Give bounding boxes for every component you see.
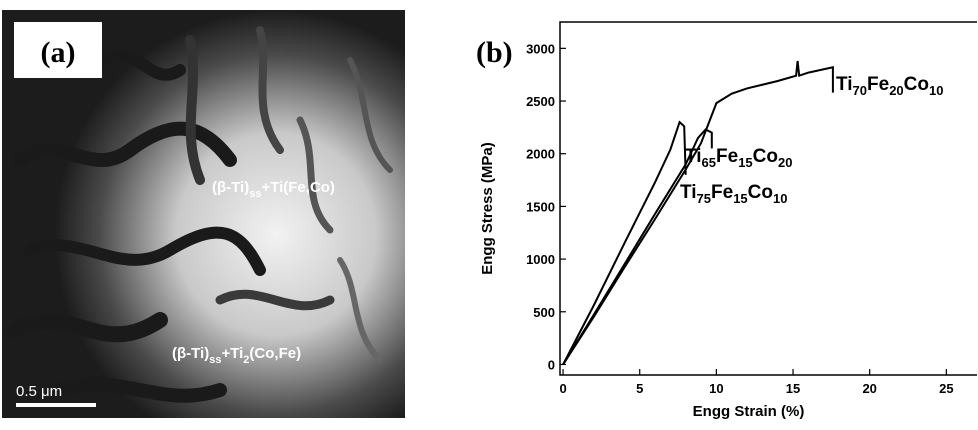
x-axis-label: Engg Strain (%) [693, 403, 805, 420]
curve-label: Ti75Fe15Co10 [680, 182, 787, 206]
x-tick-label: 15 [786, 381, 800, 396]
text-part: Ti [836, 74, 853, 95]
text-part: 10 [929, 83, 943, 98]
phase-label: (β-Ti)ss+Ti2(Co,Fe) [172, 345, 301, 366]
panel-label: (a) [41, 36, 76, 69]
text-part: 15 [738, 155, 752, 170]
text-part: Co [904, 74, 929, 95]
chart: (b) 0 5 10 15 20 25 0 500 1000 1500 2000 2500 3000 Eng… [476, 21, 977, 420]
text-part: (β-Ti) [172, 345, 209, 362]
curve-label: Ti65Fe15Co20 [685, 146, 792, 170]
y-tick-label: 0 [548, 357, 555, 372]
x-tick-label: 5 [636, 381, 643, 396]
text-part: 75 [697, 191, 711, 206]
text-part: +Ti(Fe,Co) [261, 179, 334, 196]
label-box [14, 22, 102, 78]
text-part: Ti [680, 182, 697, 203]
text-part: Fe [711, 182, 733, 203]
x-tick-label: 20 [862, 381, 876, 396]
panel-label: (b) [476, 36, 513, 69]
y-tick-label: 3000 [526, 41, 555, 56]
text-part: Ti [685, 146, 702, 167]
y-axis-label: Engg Stress (MPa) [479, 142, 496, 275]
text-part: (β-Ti) [212, 179, 249, 196]
text-part: Co [753, 146, 778, 167]
text-part: 20 [778, 155, 792, 170]
axes-frame [559, 21, 977, 376]
scale-bar-label: 0.5 μm [16, 383, 62, 400]
text-part: Fe [716, 146, 738, 167]
x-tick-label: 0 [559, 381, 566, 396]
text-part: Co [748, 182, 773, 203]
stress-strain-curve [562, 120, 687, 365]
curve-label: Ti70Fe20Co10 [836, 74, 943, 98]
micrograph: (a) (β-Ti)ss+Ti(Fe,Co) (β-Ti)ss+Ti2(Co,F… [2, 10, 405, 418]
y-tick-label: 500 [533, 305, 555, 320]
y-tick-label: 2500 [526, 94, 555, 109]
stress-strain-curve [562, 60, 834, 366]
x-tick-label: 10 [709, 381, 723, 396]
phase-label: (β-Ti)ss+Ti(Fe,Co) [212, 179, 335, 200]
text-part: 70 [853, 83, 867, 98]
text-part: Fe [867, 74, 889, 95]
text-part: ss [249, 188, 261, 200]
x-tick-label: 25 [939, 381, 953, 396]
text-part: 15 [733, 191, 747, 206]
text-part: 10 [773, 191, 787, 206]
microstructure [7, 26, 393, 403]
text-part: 65 [702, 155, 716, 170]
text-part: ss [209, 354, 221, 366]
scale-bar [16, 403, 96, 407]
text-part: 20 [889, 83, 903, 98]
text-part: (Co,Fe) [249, 345, 301, 362]
text-part: +Ti [221, 345, 243, 362]
y-tick-label: 2000 [526, 147, 555, 162]
y-tick-label: 1000 [526, 252, 555, 267]
y-tick-label: 1500 [526, 199, 555, 214]
text-part: 2 [243, 354, 249, 366]
